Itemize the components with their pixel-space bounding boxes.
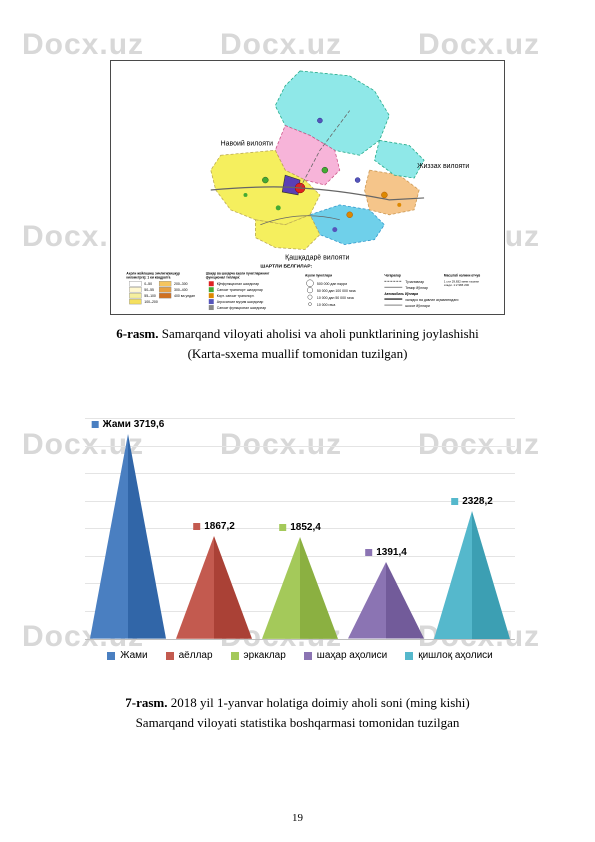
map-figure: Навоий вилояти Жиззах вилояти Қашқадарё … xyxy=(110,60,505,315)
legend-item: шаҳар аҳолиси xyxy=(304,650,387,661)
legend-item: Жами xyxy=(107,650,147,661)
svg-text:Чегаралар: Чегаралар xyxy=(384,273,400,277)
figure6-caption-line2: (Karta-sxema muallif tomonidan tuzilgan) xyxy=(0,346,595,362)
svg-text:Автомобиль йўллари: Автомобиль йўллари xyxy=(384,292,418,296)
svg-text:халқаро ва давлат аҳамиятидаги: халқаро ва давлат аҳамиятидаги xyxy=(405,298,458,302)
watermark: Docx.uz xyxy=(22,28,144,62)
figure6-caption-line1: 6-rasm. Samarqand viloyati aholisi va ah… xyxy=(0,326,595,342)
svg-text:шоссе йўллари: шоссе йўллари xyxy=(405,304,430,308)
figure7-text1: 2018 yil 1-yanvar holatiga doimiy aholi … xyxy=(168,695,470,710)
svg-text:Кўпфункционал шаҳарлар: Кўпфункционал шаҳарлар xyxy=(217,282,259,286)
svg-text:300–400: 300–400 xyxy=(174,288,188,292)
figure6-text2: (Karta-sxema muallif tomonidan tuzilgan) xyxy=(188,346,408,361)
svg-text:Корт. саноат транспорт.: Корт. саноат транспорт. xyxy=(217,294,255,298)
chart-triangle xyxy=(90,434,166,639)
figure7-caption-line2: Samarqand viloyati statistika boshqarmas… xyxy=(0,715,595,731)
svg-text:200–300: 200–300 xyxy=(174,282,188,286)
svg-text:10 000 дан 50 000 гача: 10 000 дан 50 000 гача xyxy=(317,296,354,300)
svg-text:400 ва ундан: 400 ва ундан xyxy=(174,294,195,298)
chart-value-label: 1867,2 xyxy=(193,521,235,532)
legend-title: ШАРТЛИ БЕЛГИЛАР: xyxy=(260,263,312,269)
svg-text:55–100: 55–100 xyxy=(144,294,156,298)
svg-text:километрга): 1 км квадратга: километрга): 1 км квадратга xyxy=(126,275,170,279)
svg-text:100–200: 100–200 xyxy=(144,300,158,304)
svg-text:этади. 1:2 983 200: этади. 1:2 983 200 xyxy=(444,283,469,287)
figure7-caption-line1: 7-rasm. 2018 yil 1-yanvar holatiga doimi… xyxy=(0,695,595,711)
svg-text:Агросаноат муҳим шаҳарлар: Агросаноат муҳим шаҳарлар xyxy=(217,300,264,304)
svg-text:Саноат транспорт шаҳарлар: Саноат транспорт шаҳарлар xyxy=(217,288,263,292)
figure7-label: 7-rasm. xyxy=(125,695,167,710)
svg-text:Саноат функционал шаҳарлар: Саноат функционал шаҳарлар xyxy=(217,306,267,310)
neighbor-north: Навоий вилояти xyxy=(221,139,273,147)
svg-text:Темир йўллар: Темир йўллар xyxy=(405,286,428,290)
neighbor-south: Қашқадарё вилояти xyxy=(285,254,349,261)
svg-text:Масштаб нолини отчув: Масштаб нолини отчув xyxy=(444,273,480,277)
svg-text:10 000 гача: 10 000 гача xyxy=(317,303,335,307)
chart-triangle xyxy=(434,511,510,639)
figure6-label: 6-rasm. xyxy=(116,326,158,341)
population-chart: Жами 3719,6 1867,2 1852,4 1391,4 2328,2 Жами… xyxy=(85,420,515,680)
chart-value-label: 2328,2 xyxy=(451,496,493,507)
legend-item: эркаклар xyxy=(231,650,286,661)
chart-value-label: 1852,4 xyxy=(279,522,321,533)
chart-triangle xyxy=(348,562,424,639)
svg-text:50 000 дан 100 000 гача: 50 000 дан 100 000 гача xyxy=(317,289,356,293)
chart-triangle xyxy=(262,537,338,639)
svg-text:500 000 дан юқори: 500 000 дан юқори xyxy=(317,282,347,286)
neighbor-east: Жиззах вилояти xyxy=(417,163,469,170)
figure6-text1: Samarqand viloyati aholisi va aholi punk… xyxy=(158,326,478,341)
chart-legend: Жами аёллар эркаклар шаҳар аҳолиси қишлоқ аҳ… xyxy=(85,650,515,661)
svg-text:функционал типлари:: функционал типлари: xyxy=(206,275,240,279)
svg-text:Тучагювлар: Тучагювлар xyxy=(405,280,424,284)
chart-triangle xyxy=(176,536,252,639)
legend-item: қишлоқ аҳолиси xyxy=(405,650,493,661)
watermark: Docx.uz xyxy=(220,28,342,62)
figure7-text2: Samarqand viloyati statistika boshqarmas… xyxy=(136,715,460,730)
svg-text:0–50: 0–50 xyxy=(144,282,152,286)
map-svg: Навоий вилояти Жиззах вилояти Қашқадарё … xyxy=(111,61,504,314)
svg-text:Аҳоли пунктлари: Аҳоли пунктлари xyxy=(305,273,332,277)
page-number: 19 xyxy=(0,812,595,824)
svg-text:50–55: 50–55 xyxy=(144,288,154,292)
legend-item: аёллар xyxy=(166,650,213,661)
chart-value-label: Жами 3719,6 xyxy=(92,419,165,430)
watermark: Docx.uz xyxy=(418,28,540,62)
chart-value-label: 1391,4 xyxy=(365,547,407,558)
